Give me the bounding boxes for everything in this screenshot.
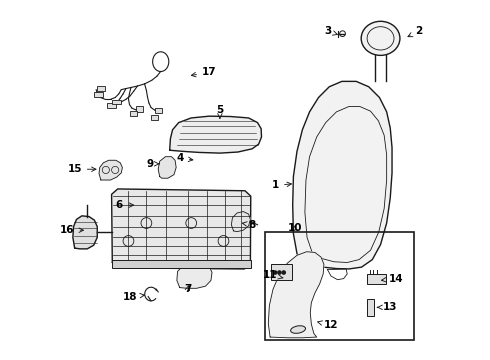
Polygon shape: [170, 116, 262, 153]
Text: 12: 12: [318, 320, 339, 330]
Text: 9: 9: [147, 159, 159, 169]
Text: 6: 6: [116, 200, 134, 210]
Bar: [155, 108, 162, 113]
Text: 17: 17: [192, 67, 217, 77]
Polygon shape: [158, 157, 176, 178]
Bar: [130, 111, 137, 116]
Text: 15: 15: [67, 164, 96, 174]
Bar: [136, 107, 143, 112]
Circle shape: [282, 271, 285, 274]
Polygon shape: [293, 81, 392, 269]
Text: 1: 1: [272, 180, 292, 190]
Polygon shape: [99, 160, 122, 180]
Bar: [112, 260, 251, 268]
Text: 10: 10: [288, 224, 302, 233]
Text: 2: 2: [408, 26, 422, 37]
Bar: [151, 115, 158, 120]
Bar: [107, 103, 116, 108]
Circle shape: [278, 271, 281, 274]
Text: 5: 5: [216, 105, 223, 118]
Text: 18: 18: [123, 292, 145, 302]
Ellipse shape: [361, 21, 400, 55]
Polygon shape: [295, 266, 314, 282]
Text: 16: 16: [60, 225, 83, 235]
Polygon shape: [269, 252, 324, 338]
Text: 13: 13: [377, 302, 397, 312]
Bar: [97, 86, 105, 91]
Text: 14: 14: [382, 274, 403, 284]
Text: 3: 3: [324, 26, 337, 36]
Polygon shape: [231, 212, 250, 231]
Polygon shape: [73, 216, 97, 249]
Text: 4: 4: [177, 153, 193, 163]
Bar: [112, 100, 121, 104]
Text: 11: 11: [263, 270, 283, 280]
Circle shape: [273, 271, 277, 274]
Text: 7: 7: [184, 284, 191, 294]
Bar: [95, 93, 103, 97]
Bar: [367, 299, 374, 316]
Text: 8: 8: [243, 220, 256, 230]
Bar: [265, 232, 414, 339]
Polygon shape: [177, 262, 212, 288]
Ellipse shape: [291, 326, 306, 333]
Bar: [271, 264, 293, 280]
Bar: [367, 274, 386, 284]
Polygon shape: [112, 189, 251, 269]
